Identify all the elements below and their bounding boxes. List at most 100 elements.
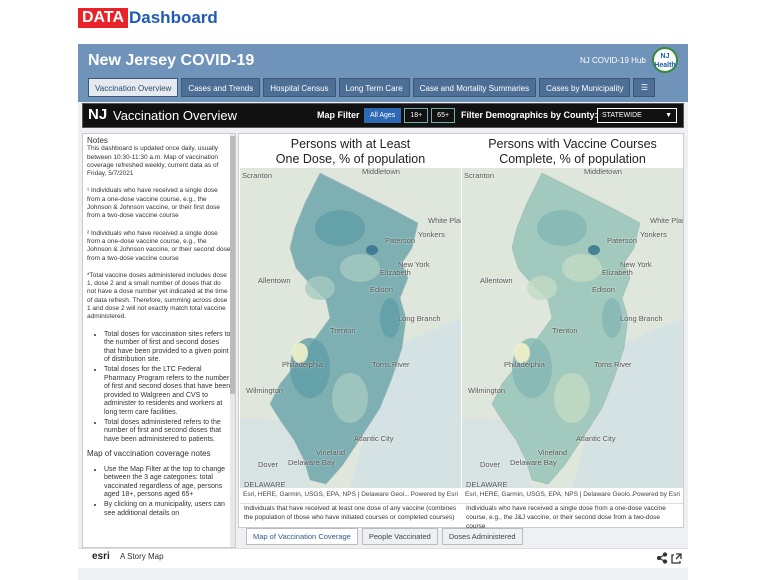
map-title-line: Complete, % of population	[499, 152, 646, 166]
place-label: White Plains	[650, 216, 683, 225]
place-label: New York	[620, 260, 652, 269]
note-bullet: Total doses for the LTC Federal Pharmacy…	[104, 366, 231, 418]
county-select[interactable]: STATEWIDE ▼	[597, 108, 677, 123]
header-title: New Jersey COVID-19	[88, 52, 255, 69]
place-label: Philadelphia	[504, 360, 545, 369]
place-label: New York	[398, 260, 430, 269]
brand-box: DATA	[78, 8, 129, 28]
note-bullet: Total doses for vaccination sites refers…	[104, 331, 231, 365]
place-label: Long Branch	[398, 314, 441, 323]
map-shape	[380, 298, 400, 338]
map-graphic	[240, 168, 461, 488]
map-title-line: Persons with Vaccine Courses	[488, 137, 657, 151]
brand-word: Dashboard	[129, 8, 218, 27]
panel-title: Vaccination Overview	[113, 108, 238, 123]
map-title: Persons with at Least One Dose, % of popu…	[240, 137, 461, 167]
place-label: Middletown	[584, 168, 622, 176]
place-label: Middletown	[362, 168, 400, 176]
attribution: Esri, HERE, Garmin, USGS, EPA, NPS | Del…	[462, 491, 683, 498]
place-label: Elizabeth	[602, 268, 633, 277]
attribution: Esri, HERE, Garmin, USGS, EPA, NPS | Del…	[240, 491, 461, 498]
note-bullet: By clicking on a municipality, users can…	[104, 501, 231, 518]
place-label: Vineland	[316, 448, 346, 457]
bottom-tab[interactable]: Doses Administered	[441, 528, 523, 545]
filter-button[interactable]: All Ages	[364, 108, 402, 123]
map-shape	[292, 343, 308, 363]
place-label: Edison	[370, 285, 393, 294]
place-label: Delaware Bay	[510, 458, 557, 467]
place-label: Philadelphia	[282, 360, 323, 369]
map-shape	[572, 318, 683, 488]
notes-subheading: Map of vaccination coverage notes	[87, 449, 211, 459]
map-shape	[562, 254, 602, 282]
attribution-text: Esri, HERE, Garmin, USGS, EPA, NPS | Del…	[243, 491, 410, 498]
place-label: Paterson	[385, 236, 416, 245]
filter-button[interactable]: 18+	[404, 108, 429, 123]
place-label: Dover	[258, 460, 279, 469]
notes-panel: Notes This dashboard is updated once dail…	[82, 133, 236, 548]
tab-more[interactable]: ☰	[633, 78, 656, 97]
place-label: Wilmington	[468, 386, 506, 395]
place-label: Dover	[480, 460, 501, 469]
place-label: Vineland	[538, 448, 568, 457]
place-label: DELAWARE	[466, 480, 508, 488]
county-label: Filter Demographics by County:	[461, 110, 598, 120]
panel-bar	[82, 103, 684, 128]
map-title-line: One Dose, % of population	[275, 152, 426, 166]
map-graphic	[462, 168, 683, 488]
hub-link[interactable]: NJ COVID-19 Hub	[580, 56, 646, 65]
note-list: Use the Map Filter at the top to change …	[87, 466, 231, 519]
map-shape	[462, 418, 532, 488]
powered-by: Powered by Esri	[410, 491, 458, 498]
bottom-tabs: Map of Vaccination Coverage People Vaccin…	[246, 528, 523, 545]
place-label: Elizabeth	[380, 268, 411, 277]
map-shape	[588, 245, 600, 255]
note-paragraph: *Total vaccine doses administered includ…	[87, 271, 228, 321]
bottom-tab[interactable]: People Vaccinated	[361, 528, 438, 545]
notes-heading: Notes	[87, 136, 108, 145]
map-shape	[315, 210, 365, 246]
place-label: Atlantic City	[354, 434, 394, 443]
place-label: Trenton	[330, 326, 356, 335]
filter-button[interactable]: 65+	[431, 108, 456, 123]
tab[interactable]: Long Term Care	[338, 78, 410, 97]
logo-text: Health	[654, 62, 676, 69]
map[interactable]: Scranton Middletown White Plains YonkersPat…	[240, 168, 461, 488]
map-shape	[537, 210, 587, 246]
bottom-tab[interactable]: Map of Vaccination Coverage	[246, 528, 358, 545]
tab[interactable]: Case and Mortality Summaries	[412, 78, 537, 97]
place-label: Wilmington	[246, 386, 284, 395]
share-icons[interactable]	[656, 552, 686, 564]
attribution-text: Esri, HERE, Garmin, USGS, EPA, NPS | Del…	[465, 491, 633, 498]
map-shape	[514, 343, 530, 363]
map-shape	[554, 373, 590, 423]
map-caption: Individuals that have received at least …	[240, 503, 461, 522]
place-label: Yonkers	[418, 230, 445, 239]
note-paragraph: ¹ Individuals who have received a single…	[87, 187, 220, 220]
note-paragraph: This dashboard is updated once daily, us…	[87, 145, 219, 178]
map[interactable]: Scranton Middletown White Plains YonkersPat…	[462, 168, 683, 488]
note-paragraph: ² Individuals who have received a single…	[87, 229, 231, 262]
map-shape	[340, 254, 380, 282]
place-label: Scranton	[464, 171, 495, 180]
tab[interactable]: Vaccination Overview	[88, 78, 179, 97]
tab[interactable]: Cases by Municipality	[539, 78, 631, 97]
filter-group: All Ages 18+ 65+	[364, 108, 456, 123]
scroll-thumb[interactable]	[230, 136, 235, 394]
map-shape	[350, 318, 461, 488]
tab[interactable]: Cases and Trends	[181, 78, 261, 97]
story-map-label: A Story Map	[120, 552, 164, 561]
map-shape	[240, 418, 310, 488]
map-shape	[305, 276, 335, 300]
place-label: Allentown	[480, 276, 513, 285]
place-label: Atlantic City	[576, 434, 616, 443]
esri-logo: esri	[92, 551, 110, 562]
map-caption: Individuals who have received a single d…	[462, 503, 683, 531]
place-label: Long Branch	[620, 314, 663, 323]
place-label: Toms River	[372, 360, 410, 369]
tab[interactable]: Hospital Census	[263, 78, 336, 97]
map-shape	[366, 245, 378, 255]
note-bullet: Total doses administered refers to the n…	[104, 419, 231, 445]
note-bullet: Use the Map Filter at the top to change …	[104, 466, 231, 500]
